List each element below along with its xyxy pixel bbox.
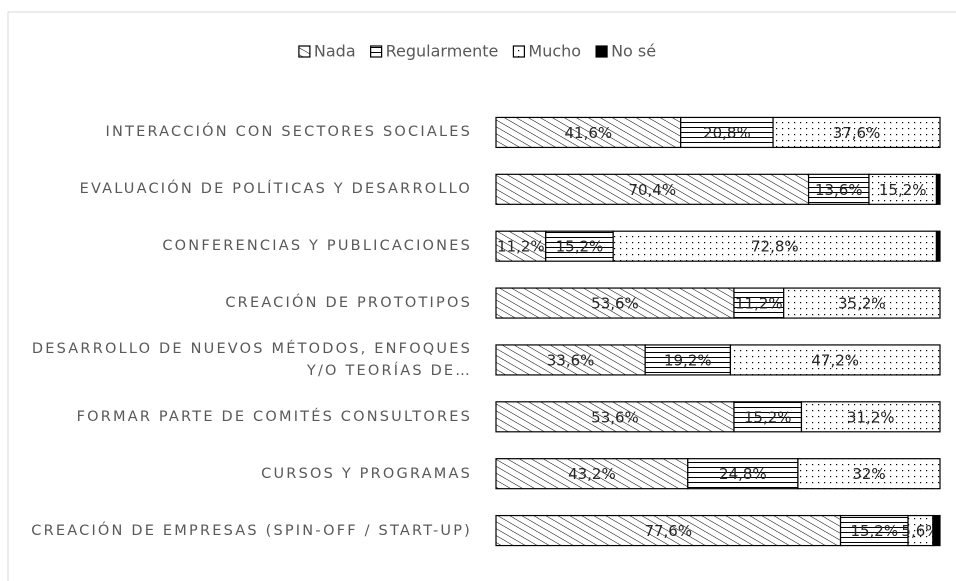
data-label: 41,6% <box>565 124 613 142</box>
data-label: 37,6% <box>833 124 881 142</box>
data-label: 53,6% <box>591 408 639 426</box>
legend-label: Nada <box>314 42 356 61</box>
data-label: 47,2% <box>811 351 859 369</box>
data-label: 11,2% <box>735 295 783 313</box>
data-label: 19,2% <box>664 351 712 369</box>
bar-segment <box>733 401 803 433</box>
bar-segment <box>612 230 938 262</box>
data-label: 20,8% <box>703 124 751 142</box>
data-label: 24,8% <box>719 465 767 483</box>
bar-segment <box>733 287 785 319</box>
bar-segment <box>935 173 941 205</box>
category-label: CREACIÓN DE PROTOTIPOS <box>225 295 472 312</box>
legend-label: Mucho <box>528 42 581 61</box>
data-label: 35,2% <box>838 295 886 313</box>
bar-segment <box>495 287 735 319</box>
bar-segment <box>644 344 732 376</box>
data-label: 72,8% <box>751 238 799 256</box>
category-label: EVALUACIÓN DE POLÍTICAS Y DESARROLLO <box>79 181 472 198</box>
bar-segment <box>687 458 799 490</box>
data-label: 33,6% <box>547 351 595 369</box>
bar-segment <box>495 458 689 490</box>
legend-swatch <box>298 45 311 58</box>
bar-segment <box>495 344 646 376</box>
bar-segment <box>729 344 941 376</box>
data-label: 15,2% <box>556 238 604 256</box>
data-label: 31,2% <box>847 408 895 426</box>
legend-swatch <box>595 45 608 58</box>
data-label: 53,6% <box>591 295 639 313</box>
category-label: CURSOS Y PROGRAMAS <box>261 465 472 482</box>
data-label: 15,2% <box>744 408 792 426</box>
category-label: CONFERENCIAS Y PUBLICACIONES <box>162 238 472 255</box>
bar-segment <box>495 401 735 433</box>
data-label: 32% <box>852 465 885 483</box>
category-label: INTERACCIÓN CON SECTORES SOCIALES <box>105 124 472 141</box>
bar-segment <box>935 230 941 262</box>
data-label: 5,6% <box>901 522 939 540</box>
bar-segment <box>783 287 941 319</box>
legend-label: No sé <box>611 42 656 61</box>
data-label: 15,2% <box>879 181 927 199</box>
category-label: FORMAR PARTE DE COMITÉS CONSULTORES <box>76 408 472 425</box>
data-label: 77,6% <box>644 522 692 540</box>
data-label: 43,2% <box>568 465 616 483</box>
bar-segment <box>839 514 909 547</box>
legend-label: Regularmente <box>386 42 499 61</box>
data-label: 11,2% <box>497 238 545 256</box>
category-label: DESARROLLO DE NUEVOS MÉTODOS, ENFOQUES Y… <box>31 340 472 379</box>
legend-swatch <box>512 45 526 58</box>
bar-segment <box>680 116 774 149</box>
category-label: CREACIÓN DE EMPRESAS (SPIN-OFF / START-U… <box>31 522 472 539</box>
legend-swatch <box>370 45 383 58</box>
bar-segment <box>772 116 941 149</box>
bar-segment <box>797 458 941 490</box>
data-label: 15,2% <box>850 522 898 540</box>
frame <box>7 11 956 581</box>
bar-segment <box>800 401 941 433</box>
data-label: 70,4% <box>628 181 676 199</box>
bar-segment <box>932 514 941 547</box>
data-label: 13,6% <box>815 181 863 199</box>
